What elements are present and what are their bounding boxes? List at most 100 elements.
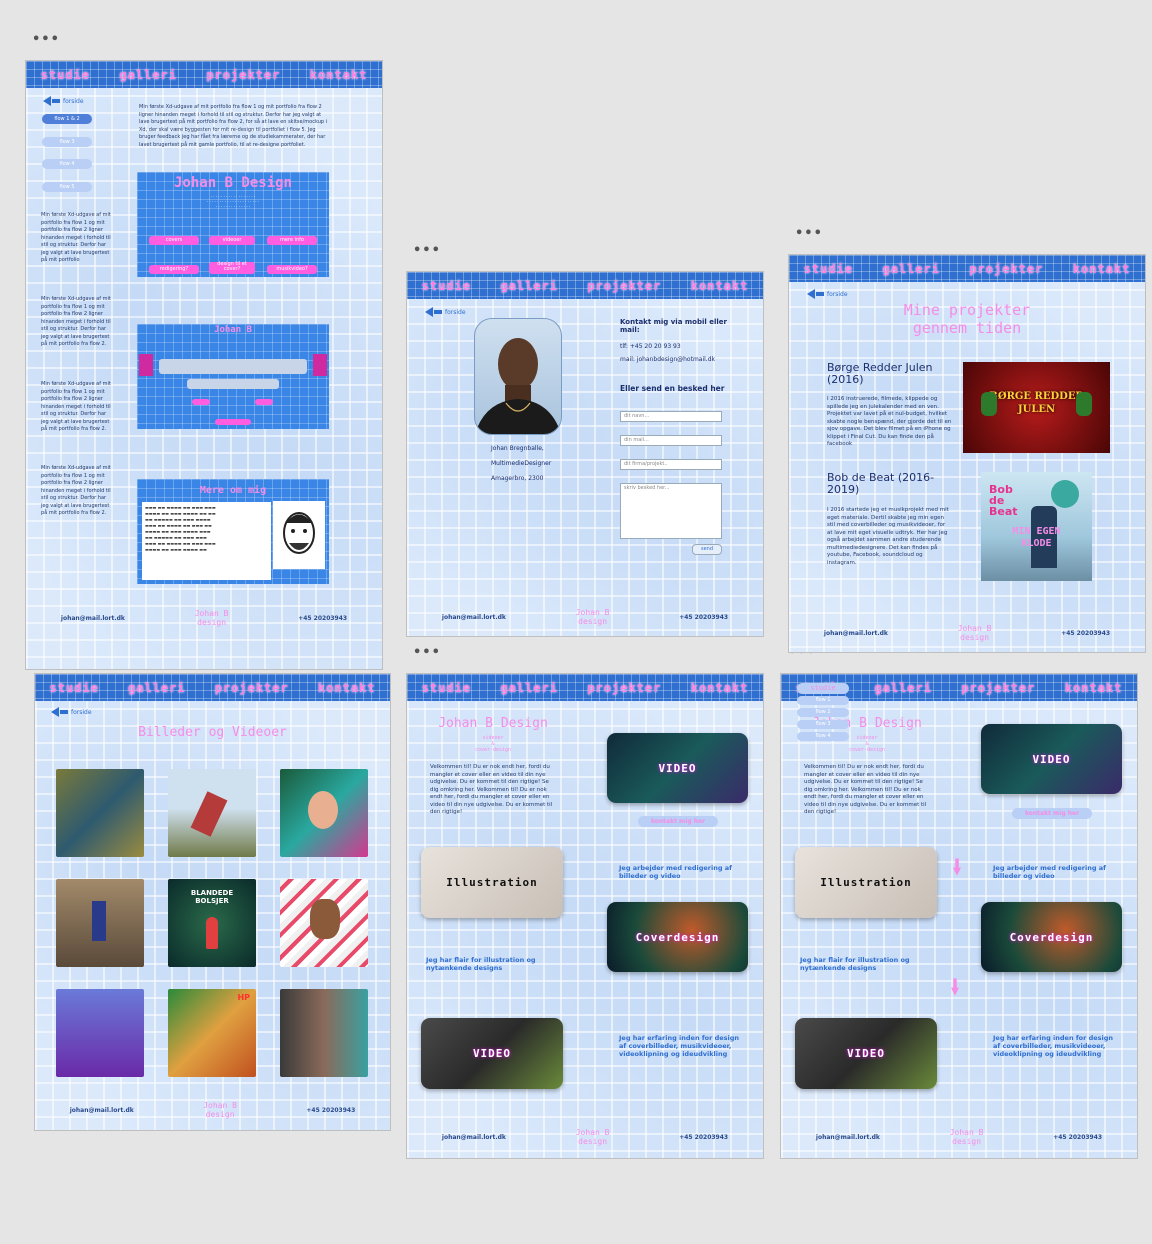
footer-email[interactable]: johan@mail.lort.dk <box>60 614 125 622</box>
gallery-thumb[interactable] <box>168 769 256 857</box>
footer-email[interactable]: johan@mail.lort.dk <box>441 613 506 621</box>
footer-phone[interactable]: +45 20203943 <box>1061 629 1111 637</box>
project-image-bob: Bob de Beat MIN EGEN KLODE <box>981 472 1092 581</box>
welcome-text: Velkommen til! Du er nok endt her, fordi… <box>804 764 927 815</box>
dropdown-item[interactable]: flow 2 <box>797 708 849 717</box>
footer-phone[interactable]: +45 20203943 <box>679 613 729 621</box>
gallery-thumb[interactable] <box>280 879 368 967</box>
gallery-thumb[interactable]: HP <box>168 989 256 1077</box>
back-link[interactable]: forside <box>425 307 466 317</box>
frame-menu-icon[interactable]: ••• <box>413 243 441 258</box>
back-link[interactable]: forside <box>43 96 84 106</box>
page-title: Johan B Design <box>438 716 548 731</box>
contact-button[interactable]: kontakt mig her <box>638 816 718 827</box>
dropdown-header[interactable]: studie <box>797 683 849 694</box>
illustration-card[interactable]: Illustration <box>795 847 937 918</box>
pill-flow-5[interactable]: flow 5 <box>42 182 92 192</box>
nav-kontakt[interactable]: kontakt <box>1064 680 1123 695</box>
video-card-2[interactable]: VIDEO <box>421 1018 563 1089</box>
nav-projekter[interactable]: projekter <box>214 680 289 695</box>
project-title: Bob de Beat (2016-2019) <box>827 471 935 496</box>
frame-menu-icon[interactable]: ••• <box>32 32 60 47</box>
nav-galleri[interactable]: galleri <box>874 680 932 695</box>
illustration-card[interactable]: Illustration <box>421 847 563 918</box>
top-nav: studie galleri projekter kontakt <box>35 674 390 701</box>
gallery-thumb[interactable] <box>280 989 368 1077</box>
nav-studie[interactable]: studie <box>421 278 472 293</box>
send-button[interactable]: send <box>692 544 722 555</box>
nav-studie[interactable]: studie <box>49 680 99 695</box>
gallery-thumb[interactable] <box>280 769 368 857</box>
profile-photo <box>474 318 562 435</box>
footer-phone[interactable]: +45 20203943 <box>679 1133 729 1141</box>
nav-studie[interactable]: studie <box>40 67 91 82</box>
video-card[interactable]: VIDEO <box>607 733 748 803</box>
service-text: Jeg har erfaring inden for design af cov… <box>619 1034 740 1058</box>
nav-kontakt[interactable]: kontakt <box>317 680 376 695</box>
message-textarea[interactable]: skriv besked her... <box>620 483 722 539</box>
nav-galleri[interactable]: galleri <box>500 680 558 695</box>
nav-galleri[interactable]: galleri <box>500 278 558 293</box>
back-arrow-icon <box>43 96 51 106</box>
frame-menu-icon[interactable]: ••• <box>413 645 441 660</box>
coverdesign-card[interactable]: Coverdesign <box>607 902 748 972</box>
footer-phone[interactable]: +45 20203943 <box>306 1106 356 1114</box>
back-arrow-icon <box>807 289 815 299</box>
dropdown-item[interactable]: flow 3 <box>797 720 849 729</box>
side-text: Min første Xd-udgave af mit portfolio fr… <box>41 212 111 263</box>
nav-studie[interactable]: studie <box>803 261 854 276</box>
shot-title: Johan B Design <box>173 175 292 191</box>
pill-flow-1-2[interactable]: flow 1 & 2 <box>42 114 92 124</box>
dropdown-item[interactable]: flow 4 <box>797 732 849 741</box>
gallery-thumb[interactable] <box>56 769 144 857</box>
back-arrow-icon <box>425 307 433 317</box>
nav-galleri[interactable]: galleri <box>128 680 186 695</box>
project-text: I 2016 startede jeg et musikprojekt med … <box>827 507 949 566</box>
nav-studie[interactable]: studie <box>421 680 472 695</box>
nav-kontakt[interactable]: kontakt <box>309 67 368 82</box>
page-subtitle: videoer & cover-design <box>474 735 512 753</box>
gallery-thumb[interactable] <box>56 879 144 967</box>
portrait-sketch <box>273 501 325 569</box>
nav-projekter[interactable]: projekter <box>969 261 1044 276</box>
video-card-2[interactable]: VIDEO <box>795 1018 937 1089</box>
nav-kontakt[interactable]: kontakt <box>690 278 749 293</box>
mock-button: videoer <box>209 236 255 245</box>
footer-email[interactable]: johan@mail.lort.dk <box>69 1106 134 1114</box>
contact-heading: Kontakt mig via mobil eller mail: <box>620 318 727 334</box>
name-input[interactable]: dit navn... <box>620 411 722 422</box>
contact-button[interactable]: kontakt mig her <box>1012 808 1092 819</box>
footer-phone[interactable]: +45 20203943 <box>298 614 348 622</box>
back-link[interactable]: forside <box>51 707 92 717</box>
back-link[interactable]: forside <box>807 289 848 299</box>
nav-kontakt[interactable]: kontakt <box>1072 261 1131 276</box>
footer-email[interactable]: johan@mail.lort.dk <box>441 1133 506 1141</box>
top-nav: studie galleri projekter kontakt <box>26 61 382 88</box>
nav-projekter[interactable]: projekter <box>961 680 1036 695</box>
nav-projekter[interactable]: projekter <box>587 680 662 695</box>
nav-galleri[interactable]: galleri <box>119 67 177 82</box>
nav-galleri[interactable]: galleri <box>882 261 940 276</box>
service-text: Jeg arbejder med redigering af billeder … <box>619 864 732 880</box>
email-input[interactable]: din mail... <box>620 435 722 446</box>
pill-flow-4[interactable]: flow 4 <box>42 159 92 169</box>
dropdown-item[interactable]: flow 1 <box>797 696 849 705</box>
nav-projekter[interactable]: projekter <box>206 67 281 82</box>
gallery-thumb[interactable] <box>56 989 144 1077</box>
company-input[interactable]: dit firma/projekt.. <box>620 459 722 470</box>
mock-button: musikvideo? <box>267 265 317 274</box>
footer-phone[interactable]: +45 20203943 <box>1053 1133 1103 1141</box>
footer-email[interactable]: johan@mail.lort.dk <box>823 629 888 637</box>
video-card[interactable]: VIDEO <box>981 724 1122 794</box>
artboard-forside: studie galleri projekter kontakt Johan B… <box>406 673 764 1159</box>
artboard-kontakt: studie galleri projekter kontakt forside… <box>406 271 764 637</box>
gallery-thumb[interactable]: BLANDEDE BOLSJER <box>168 879 256 967</box>
pill-flow-3[interactable]: flow 3 <box>42 137 92 147</box>
footer-email[interactable]: johan@mail.lort.dk <box>815 1133 880 1141</box>
frame-menu-icon[interactable]: ••• <box>795 226 823 241</box>
nav-kontakt[interactable]: kontakt <box>690 680 749 695</box>
back-arrow-icon <box>51 707 59 717</box>
coverdesign-card[interactable]: Coverdesign <box>981 902 1122 972</box>
nav-projekter[interactable]: projekter <box>587 278 662 293</box>
